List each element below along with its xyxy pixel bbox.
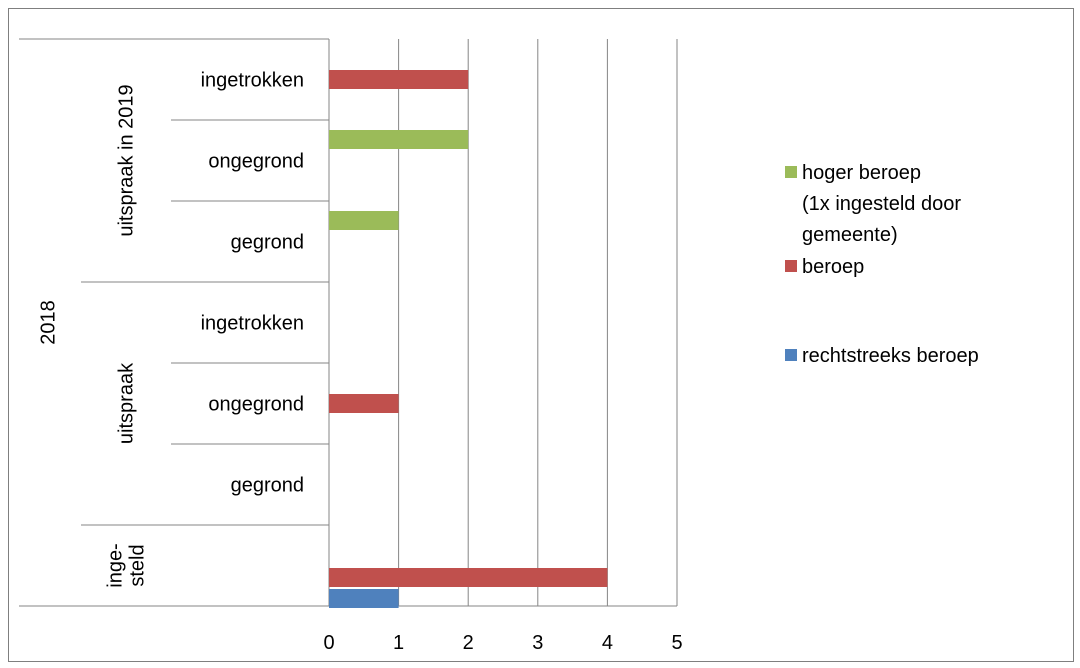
- group-label: uitspraak: [115, 362, 137, 444]
- category-label: ongegrond: [208, 151, 304, 173]
- x-tick-label: 4: [602, 632, 613, 654]
- group-label-outer: 2018: [37, 300, 59, 345]
- category-label: gegrond: [231, 475, 304, 497]
- group-label: steld: [126, 544, 148, 586]
- category-label: ongegrond: [208, 394, 304, 416]
- x-tick-label: 1: [393, 632, 404, 654]
- group-label: uitspraak in 2019: [115, 84, 137, 236]
- x-tick-label: 0: [323, 632, 334, 654]
- legend-label: rechtstreeks beroep: [802, 345, 979, 367]
- x-tick-labels: 0 1 2 3 4 5: [323, 632, 682, 654]
- bar-beroep: [329, 394, 399, 413]
- legend-label: hoger beroep: [802, 162, 921, 184]
- group-label: inge-: [104, 543, 126, 587]
- bar-beroep: [329, 568, 608, 587]
- category-label: ingetrokken: [201, 70, 304, 92]
- chart-frame: 2018 uitspraak in 2019 ingetrokken ongegron…: [8, 8, 1074, 662]
- category-axis-labels: 2018 uitspraak in 2019 ingetrokken ongegron…: [37, 70, 304, 588]
- legend-label: gemeente): [802, 224, 898, 246]
- legend-label: (1x ingesteld door: [802, 193, 961, 215]
- legend-label: beroep: [802, 256, 864, 278]
- legend-swatch: [785, 166, 797, 178]
- legend-swatch: [785, 349, 797, 361]
- x-tick-label: 3: [532, 632, 543, 654]
- legend: hoger beroep (1x ingesteld door gemeente) b…: [785, 162, 979, 367]
- bar-beroep: [329, 70, 469, 89]
- x-tick-label: 5: [671, 632, 682, 654]
- x-tick-label: 2: [463, 632, 474, 654]
- bar-rechtstreeks-beroep: [329, 589, 399, 608]
- category-label: ingetrokken: [201, 313, 304, 335]
- category-label: gegrond: [231, 232, 304, 254]
- bar-hoger-beroep: [329, 211, 399, 230]
- bar-hoger-beroep: [329, 130, 469, 149]
- gridlines: [328, 39, 678, 606]
- bar-chart: 2018 uitspraak in 2019 ingetrokken ongegron…: [19, 38, 979, 654]
- legend-swatch: [785, 260, 797, 272]
- bars: [329, 70, 608, 608]
